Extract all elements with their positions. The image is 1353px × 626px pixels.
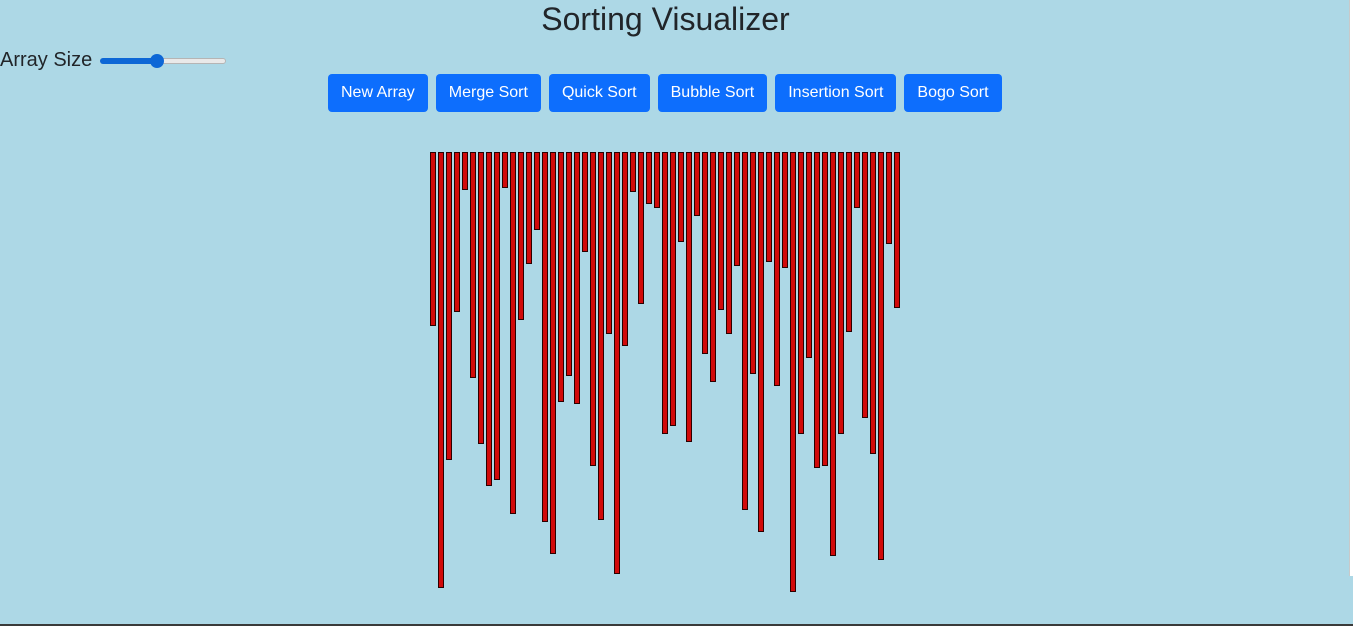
- array-bar: [742, 152, 748, 510]
- array-bar: [846, 152, 852, 332]
- array-bar: [590, 152, 596, 466]
- bogo-sort-button[interactable]: Bogo Sort: [904, 74, 1002, 112]
- array-bar: [510, 152, 516, 514]
- array-bar: [462, 152, 468, 190]
- array-bar: [862, 152, 868, 418]
- array-bar: [894, 152, 900, 308]
- array-bar: [886, 152, 892, 244]
- array-bar: [558, 152, 564, 402]
- array-bar: [678, 152, 684, 242]
- array-bar: [598, 152, 604, 520]
- array-bar: [702, 152, 708, 354]
- array-bar: [518, 152, 524, 320]
- array-bar: [478, 152, 484, 444]
- array-bar: [670, 152, 676, 426]
- array-bar: [718, 152, 724, 310]
- array-bar: [446, 152, 452, 460]
- array-bar: [830, 152, 836, 556]
- array-bar: [694, 152, 700, 216]
- array-size-label: Array Size: [0, 49, 93, 71]
- array-bar: [430, 152, 436, 326]
- array-bar: [606, 152, 612, 334]
- array-bar: [854, 152, 860, 208]
- array-bar: [838, 152, 844, 434]
- array-bar: [614, 152, 620, 574]
- algorithm-toolbar: New Array Merge Sort Quick Sort Bubble S…: [328, 74, 1002, 112]
- array-bar: [454, 152, 460, 312]
- array-bar: [502, 152, 508, 188]
- array-bar: [582, 152, 588, 252]
- array-bar: [734, 152, 740, 266]
- array-bar: [638, 152, 644, 304]
- slider-thumb[interactable]: [150, 54, 165, 68]
- array-bar: [870, 152, 876, 454]
- array-bar: [774, 152, 780, 386]
- array-bar: [710, 152, 716, 382]
- array-bar: [798, 152, 804, 434]
- array-bar: [646, 152, 652, 204]
- array-bar: [622, 152, 628, 346]
- array-bar: [790, 152, 796, 592]
- array-bar: [726, 152, 732, 334]
- slider-fill: [100, 58, 158, 64]
- array-bar: [822, 152, 828, 466]
- array-bar: [438, 152, 444, 588]
- page-title: Sorting Visualizer: [541, 1, 790, 37]
- array-bars-container: [430, 152, 902, 592]
- array-bar: [550, 152, 556, 554]
- new-array-button[interactable]: New Array: [328, 74, 428, 112]
- array-bar: [878, 152, 884, 560]
- array-bar: [534, 152, 540, 230]
- array-size-slider[interactable]: [100, 50, 227, 70]
- array-bar: [542, 152, 548, 522]
- array-bar: [654, 152, 660, 208]
- array-bar: [662, 152, 668, 434]
- bubble-sort-button[interactable]: Bubble Sort: [657, 74, 768, 112]
- array-bar: [686, 152, 692, 442]
- array-bar: [630, 152, 636, 192]
- array-bar: [486, 152, 492, 486]
- array-bar: [470, 152, 476, 378]
- array-bar: [766, 152, 772, 262]
- insertion-sort-button[interactable]: Insertion Sort: [775, 74, 897, 112]
- array-bar: [526, 152, 532, 264]
- array-bar: [494, 152, 500, 480]
- array-bar: [750, 152, 756, 374]
- array-bar: [566, 152, 572, 376]
- array-size-control: Array Size: [0, 47, 227, 73]
- merge-sort-button[interactable]: Merge Sort: [435, 74, 541, 112]
- quick-sort-button[interactable]: Quick Sort: [548, 74, 650, 112]
- vertical-scrollbar[interactable]: [1349, 0, 1353, 576]
- array-bar: [758, 152, 764, 532]
- array-bar: [806, 152, 812, 358]
- array-bar: [814, 152, 820, 468]
- array-bar: [574, 152, 580, 404]
- window-bottom-edge: [0, 624, 1353, 626]
- array-bar: [782, 152, 788, 268]
